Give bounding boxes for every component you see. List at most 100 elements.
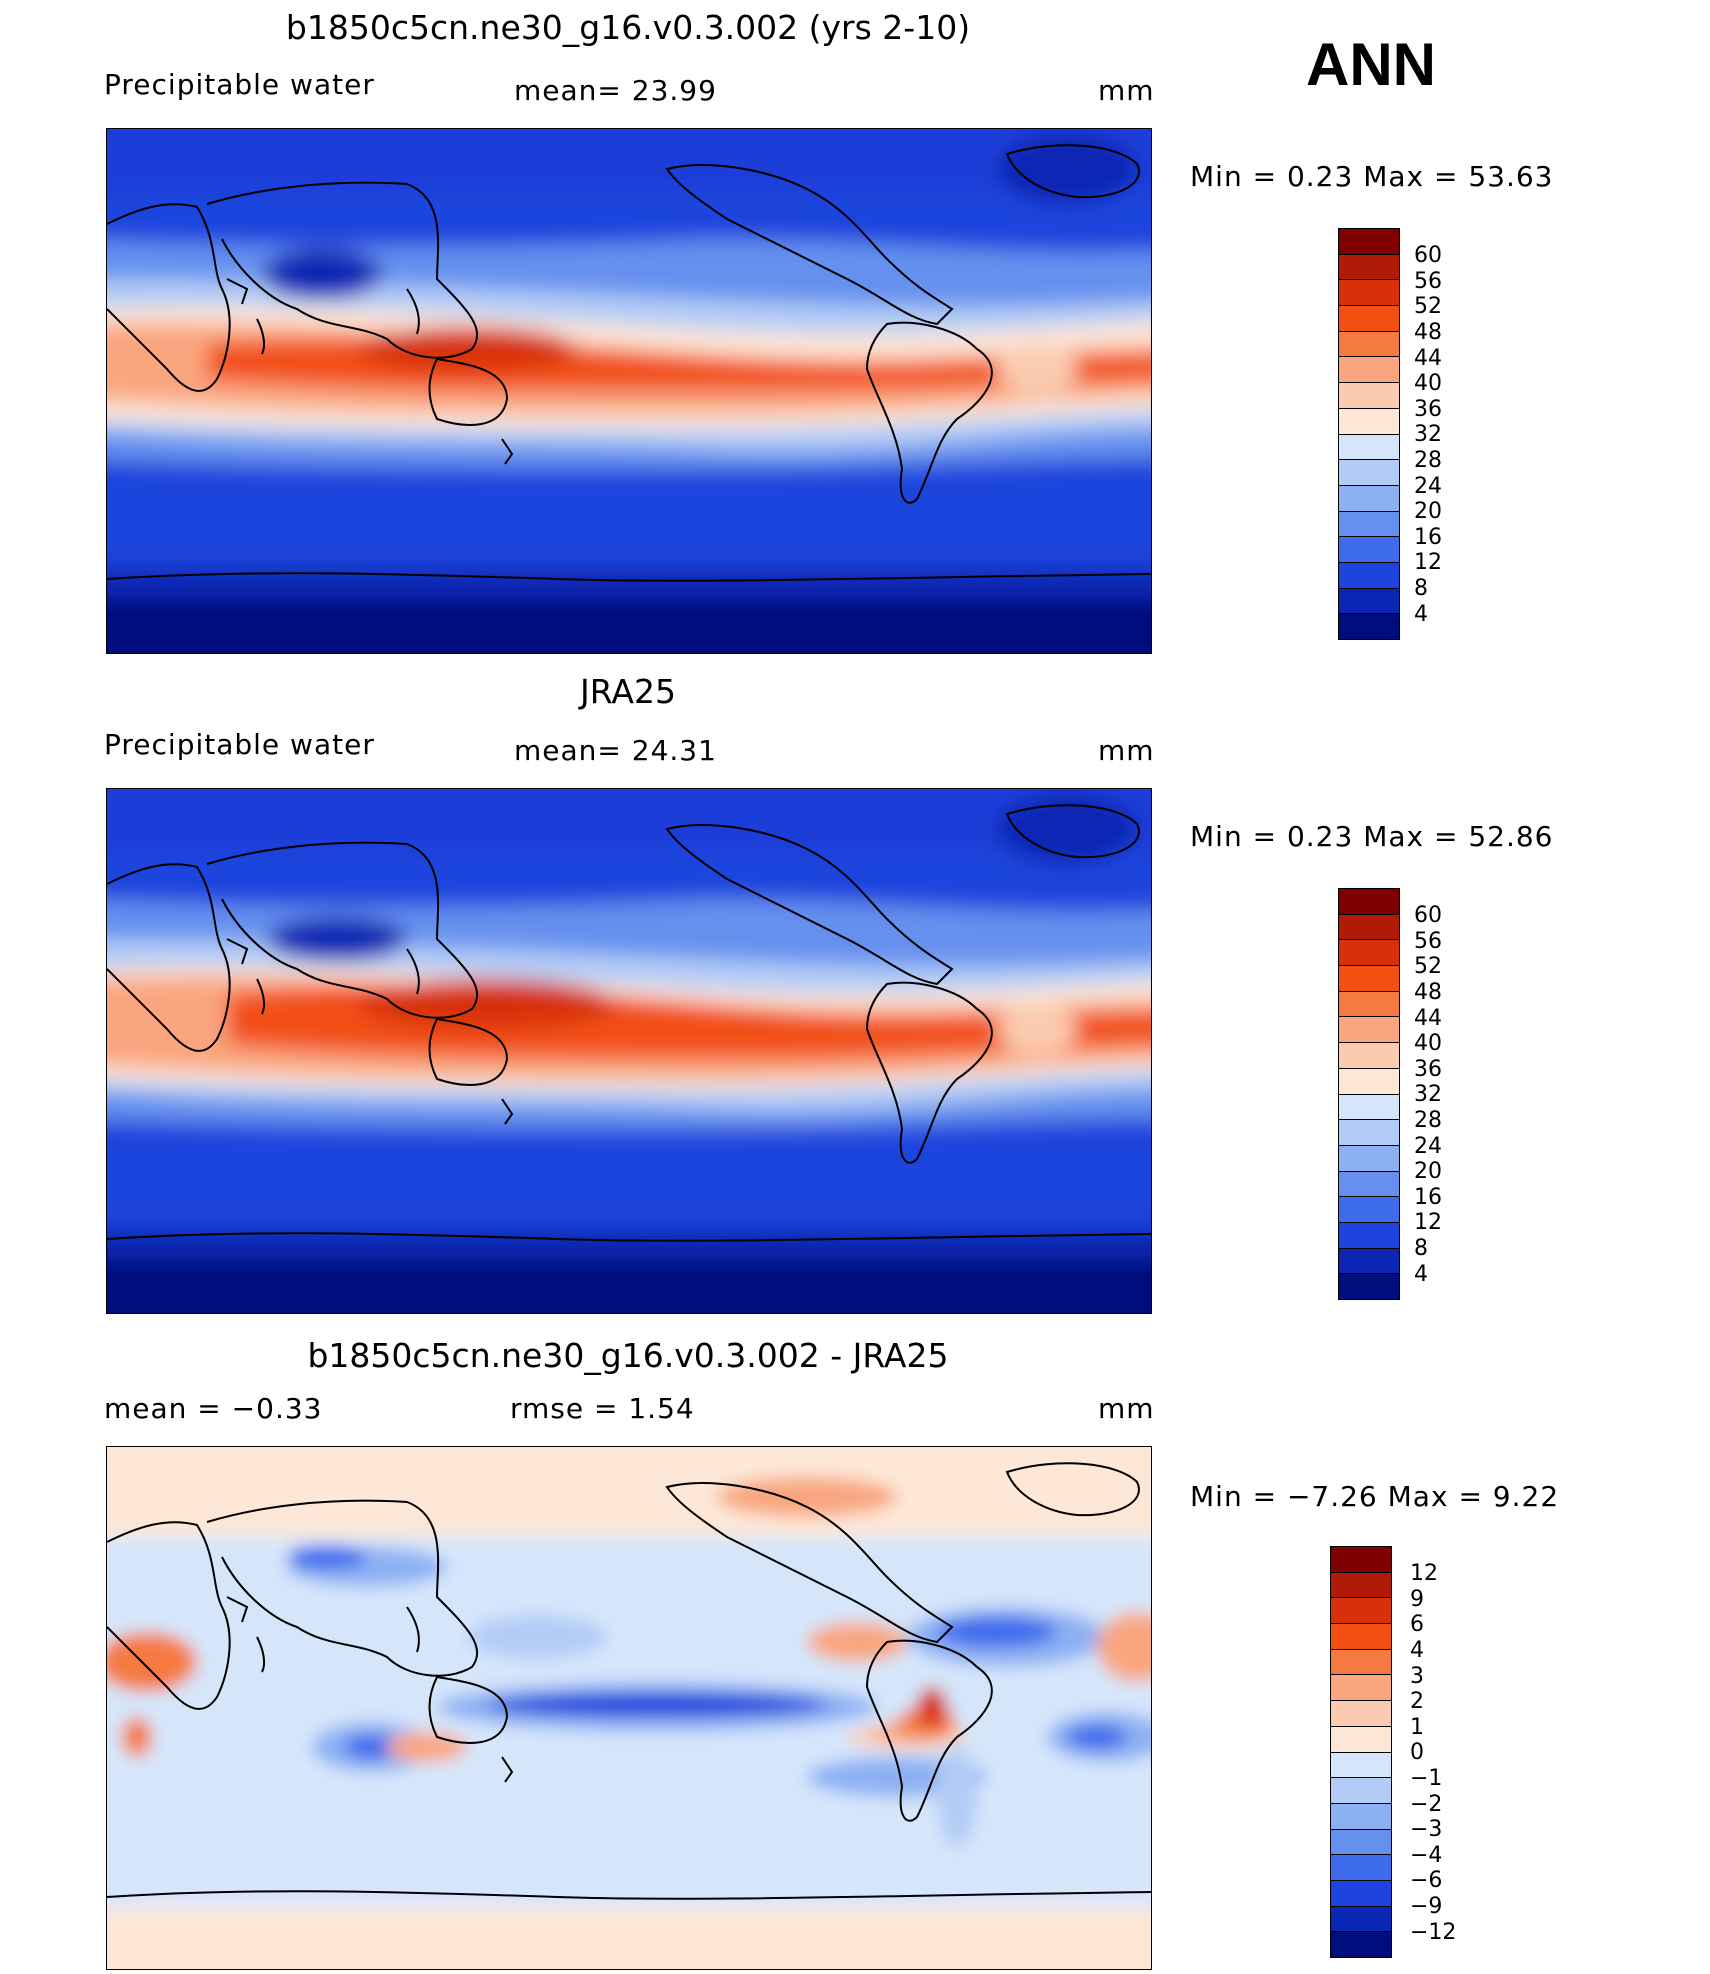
- panel-1-colorbar-swatch: [1339, 433, 1399, 460]
- panel-2-colorbar-swatch: [1339, 1144, 1399, 1171]
- panel-3-tick-label: −12: [1410, 1920, 1457, 1945]
- panel-3-minmax: Min = −7.26 Max = 9.22: [1190, 1480, 1560, 1513]
- panel-3-colorbar-swatch: [1331, 1751, 1391, 1778]
- panel-1-colorbar-swatch: [1339, 459, 1399, 485]
- panel-2-tick-label: 52: [1414, 954, 1442, 979]
- panel-2-tick-label: 40: [1414, 1031, 1442, 1056]
- panel-3-rmse: rmse = 1.54: [510, 1392, 695, 1425]
- panel-1-tick-label: 16: [1414, 525, 1442, 550]
- panel-2-field: [107, 789, 1151, 1313]
- panel-3-tick-label: 2: [1410, 1689, 1424, 1714]
- panel-3-colorbar: [1330, 1546, 1392, 1958]
- panel-2-tick-label: 36: [1414, 1057, 1442, 1082]
- panel-1-tick-label: 40: [1414, 371, 1442, 396]
- panel-2-title: JRA25: [580, 672, 676, 711]
- panel-1-tick-label: 20: [1414, 499, 1442, 524]
- panel-3-colorbar-swatch: [1331, 1700, 1391, 1726]
- panel-2-colorbar-swatch: [1339, 1221, 1399, 1248]
- panel-3-colorbar-swatch: [1331, 1725, 1391, 1752]
- panel-3-colorbar-swatch: [1331, 1802, 1391, 1829]
- panel-2-tick-label: 44: [1414, 1006, 1442, 1031]
- panel-2-colorbar-swatch: [1339, 990, 1399, 1017]
- panel-1-tick-label: 12: [1414, 550, 1442, 575]
- panel-3-tick-label: 9: [1410, 1587, 1424, 1612]
- panel-2-colorbar-swatch: [1339, 1093, 1399, 1120]
- panel-3-colorbar-swatch: [1331, 1828, 1391, 1855]
- panel-2-map: [106, 788, 1152, 1314]
- panel-1-tick-label: 52: [1414, 294, 1442, 319]
- panel-1-map: [106, 128, 1152, 654]
- panel-2-tick-label: 16: [1414, 1185, 1442, 1210]
- panel-2-tick-label: 4: [1414, 1262, 1428, 1287]
- panel-1-colorbar-swatch: [1339, 330, 1399, 357]
- panel-1-colorbar-swatch: [1339, 279, 1399, 306]
- panel-2-colorbar-swatch: [1339, 939, 1399, 966]
- panel-3-tick-label: −1: [1410, 1766, 1443, 1791]
- panel-3-tick-label: −3: [1410, 1817, 1443, 1842]
- panel-3-colorbar-swatch: [1331, 1905, 1391, 1932]
- panel-2-colorbar-swatch: [1339, 1196, 1399, 1222]
- panel-2-colorbar-swatch: [1339, 1119, 1399, 1145]
- panel-3-tick-label: −9: [1410, 1894, 1443, 1919]
- panel-2-tick-label: 60: [1414, 903, 1442, 928]
- panel-1-tick-label: 32: [1414, 422, 1442, 447]
- season-label: ANN: [1306, 31, 1436, 98]
- panel-1-colorbar-swatch: [1339, 613, 1399, 639]
- panel-3-colorbar-swatch: [1331, 1648, 1391, 1675]
- panel-2-minmax: Min = 0.23 Max = 52.86: [1190, 820, 1554, 853]
- panel-2-tick-label: 12: [1414, 1210, 1442, 1235]
- panel-3-tick-label: −6: [1410, 1868, 1443, 1893]
- panel-1-field: [107, 129, 1151, 653]
- panel-1-colorbar-swatch: [1339, 253, 1399, 280]
- panel-2-colorbar: [1338, 888, 1400, 1300]
- panel-3-tick-label: 3: [1410, 1664, 1424, 1689]
- panel-2-units: mm: [1098, 734, 1155, 767]
- panel-3-map: [106, 1446, 1152, 1970]
- panel-1-colorbar-swatch: [1339, 382, 1399, 408]
- panel-2-colorbar-swatch: [1339, 889, 1399, 914]
- panel-2-tick-label: 48: [1414, 980, 1442, 1005]
- panel-2-colorbar-swatch: [1339, 1042, 1399, 1068]
- panel-3-field: [107, 1447, 1151, 1969]
- panel-3-colorbar-swatch: [1331, 1571, 1391, 1598]
- panel-1-colorbar-swatch: [1339, 407, 1399, 434]
- panel-3-colorbar-swatch: [1331, 1597, 1391, 1624]
- panel-1-tick-label: 56: [1414, 269, 1442, 294]
- panel-2-colorbar-swatch: [1339, 1273, 1399, 1299]
- panel-3-colorbar-swatch: [1331, 1547, 1391, 1572]
- panel-2-colorbar-swatch: [1339, 913, 1399, 940]
- panel-3-colorbar-swatch: [1331, 1777, 1391, 1803]
- panel-2-colorbar-swatch: [1339, 1067, 1399, 1094]
- panel-3-colorbar-swatch: [1331, 1623, 1391, 1649]
- panel-2-tick-label: 20: [1414, 1159, 1442, 1184]
- panel-1-tick-label: 36: [1414, 397, 1442, 422]
- panel-1-colorbar-swatch: [1339, 229, 1399, 254]
- panel-3-tick-label: −2: [1410, 1792, 1443, 1817]
- panel-1-colorbar-swatch: [1339, 561, 1399, 588]
- panel-2-colorbar-swatch: [1339, 1170, 1399, 1197]
- panel-1-colorbar-swatch: [1339, 536, 1399, 562]
- panel-1-tick-label: 44: [1414, 346, 1442, 371]
- panel-3-tick-label: 1: [1410, 1715, 1424, 1740]
- panel-3-tick-label: 4: [1410, 1638, 1424, 1663]
- panel-3-colorbar-swatch: [1331, 1879, 1391, 1906]
- panel-1-tick-label: 4: [1414, 602, 1428, 627]
- panel-1-tick-label: 28: [1414, 448, 1442, 473]
- panel-1-tick-label: 60: [1414, 243, 1442, 268]
- panel-2-mean: mean= 24.31: [514, 734, 717, 767]
- panel-1-units: mm: [1098, 74, 1155, 107]
- panel-2-colorbar-swatch: [1339, 1247, 1399, 1274]
- panel-1-colorbar-swatch: [1339, 356, 1399, 383]
- panel-3-colorbar-swatch: [1331, 1931, 1391, 1957]
- panel-1-colorbar-swatch: [1339, 510, 1399, 537]
- panel-3-units: mm: [1098, 1392, 1155, 1425]
- panel-3-mean: mean = −0.33: [104, 1392, 323, 1425]
- panel-3-tick-label: 0: [1410, 1740, 1424, 1765]
- panel-1-colorbar-swatch: [1339, 484, 1399, 511]
- panel-2-tick-label: 56: [1414, 929, 1442, 954]
- panel-2-colorbar-swatch: [1339, 965, 1399, 991]
- panel-1-tick-label: 8: [1414, 576, 1428, 601]
- panel-1-minmax: Min = 0.23 Max = 53.63: [1190, 160, 1554, 193]
- panel-1-tick-label: 24: [1414, 474, 1442, 499]
- panel-2-variable-label: Precipitable water: [104, 728, 375, 761]
